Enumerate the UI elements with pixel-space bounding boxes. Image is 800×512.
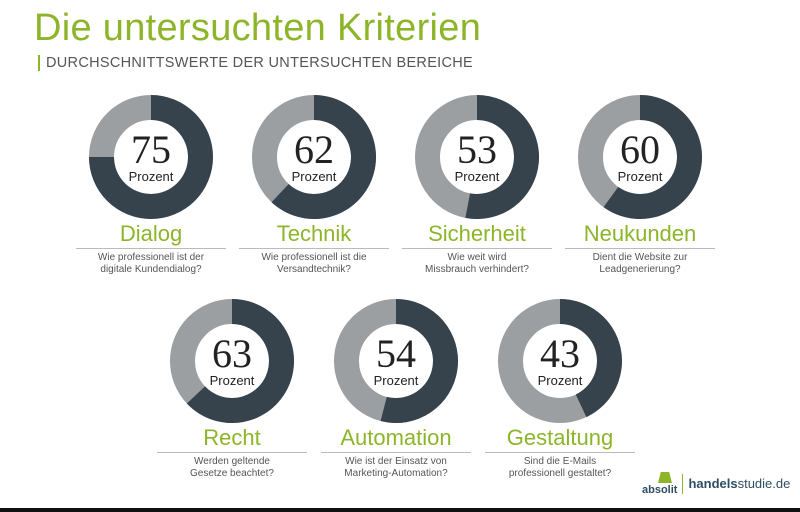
donut-center: 63 Prozent	[195, 324, 269, 398]
donut-unit-label: Prozent	[454, 169, 500, 184]
criterion-question: Werden geltende Gesetze beachtet?	[190, 456, 274, 479]
criterion-name: Gestaltung	[485, 425, 635, 453]
donut-value-label: 60	[620, 127, 660, 172]
donut-value-label: 43	[540, 331, 580, 376]
handelsstudie-bold: handels	[688, 476, 738, 491]
criterion-label: Automation Wie ist der Einsatz von Market…	[321, 425, 471, 480]
donut-value-label: 54	[376, 331, 416, 376]
bottom-bar	[0, 508, 800, 512]
donut-unit-label: Prozent	[209, 373, 255, 388]
handelsstudie-logo: handelsstudie.de	[688, 477, 790, 491]
donut-unit-label: Prozent	[537, 373, 583, 388]
criterion-question: Dient die Website zur Leadgenerierung?	[592, 252, 688, 275]
donut-value-segment	[603, 95, 702, 219]
criterion-question: Wie professionell ist die Versandtechnik…	[261, 252, 367, 275]
donut-center: 60 Prozent	[603, 120, 677, 194]
donut-unit-label: Prozent	[617, 169, 663, 184]
donut-unit-label: Prozent	[128, 169, 174, 184]
donut-recht	[170, 299, 294, 423]
donut-center: 62 Prozent	[277, 120, 351, 194]
criterion-label: Gestaltung Sind die E-Mails professionell…	[485, 425, 635, 480]
criterion-label: Sicherheit Wie weit wird Missbrauch verhi…	[402, 221, 552, 276]
donut-value-segment	[186, 299, 294, 423]
criterion-label: Neukunden Dient die Website zur Leadgener…	[565, 221, 715, 276]
criterion-name: Recht	[157, 425, 307, 453]
criterion-name: Dialog	[76, 221, 226, 249]
criterion-question: Wie ist der Einsatz von Marketing-Automa…	[344, 456, 448, 479]
criterion-label: Recht Werden geltende Gesetze beachtet?	[157, 425, 307, 480]
criterion-question: Sind die E-Mails professionell gestaltet…	[508, 456, 612, 479]
logo-divider	[682, 474, 684, 494]
donut-technik	[252, 95, 376, 219]
donut-value-segment	[465, 95, 539, 219]
criterion-name: Sicherheit	[402, 221, 552, 249]
criterion-label: Technik Wie professionell ist die Versand…	[239, 221, 389, 276]
criterion-name: Automation	[321, 425, 471, 453]
page-title: Die untersuchten Kriterien	[34, 7, 482, 49]
donut-value-segment	[560, 299, 622, 418]
donut-center: 43 Prozent	[523, 324, 597, 398]
handelsstudie-rest: studie.de	[737, 476, 791, 491]
criterion-name: Technik	[239, 221, 389, 249]
donut-value-label: 62	[294, 127, 334, 172]
donut-value-label: 53	[457, 127, 497, 172]
page-subtitle: DURCHSCHNITTSWERTE DER UNTERSUCHTEN BERE…	[38, 55, 473, 71]
donut-value-segment	[89, 95, 213, 219]
donut-automation	[334, 299, 458, 423]
absolit-text: absolit	[642, 484, 678, 496]
criterion-name: Neukunden	[565, 221, 715, 249]
criterion-label: Dialog Wie professionell ist der digitale…	[76, 221, 226, 276]
footer-logos: absolit handelsstudie.de	[642, 472, 790, 496]
donut-center: 75 Prozent	[114, 120, 188, 194]
criterion-question: Wie professionell ist der digitale Kunde…	[97, 252, 205, 275]
donut-sicherheit	[415, 95, 539, 219]
donut-value-segment	[380, 299, 458, 423]
absolit-logo: absolit	[642, 472, 677, 496]
donut-dialog	[89, 95, 213, 219]
donut-value-segment	[271, 95, 376, 219]
donut-neukunden	[578, 95, 702, 219]
donut-center: 53 Prozent	[440, 120, 514, 194]
donut-value-label: 63	[212, 331, 252, 376]
donut-unit-label: Prozent	[373, 373, 419, 388]
criterion-question: Wie weit wird Missbrauch verhindert?	[425, 252, 529, 275]
absolit-mark-icon	[658, 472, 672, 483]
donut-center: 54 Prozent	[359, 324, 433, 398]
donut-unit-label: Prozent	[291, 169, 337, 184]
donut-gestaltung	[498, 299, 622, 423]
donut-value-label: 75	[131, 127, 171, 172]
